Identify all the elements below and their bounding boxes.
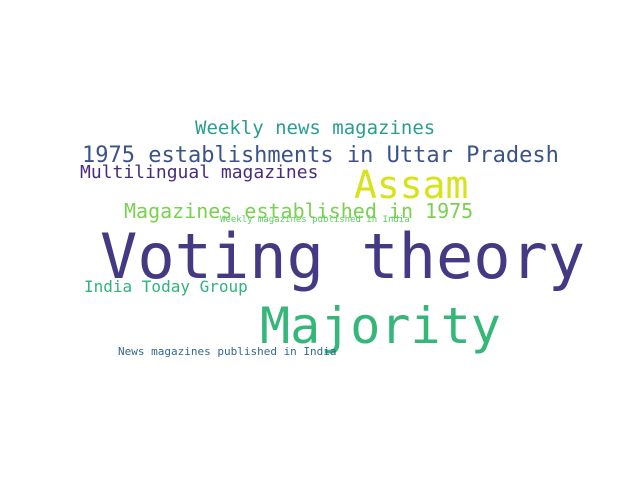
word-voting-theory: Voting theory [100, 220, 586, 293]
word-multilingual-magazines: Multilingual magazines [80, 162, 319, 183]
word-india-today-group: India Today Group [84, 277, 248, 296]
word-assam: Assam [354, 163, 469, 207]
word-magazines-established-1975: Magazines established in 1975 [124, 199, 474, 223]
word-news-magazines-published-india: News magazines published in India [118, 345, 337, 358]
word-majority: Majority [260, 297, 501, 355]
word-weekly-news-magazines: Weekly news magazines [195, 117, 436, 139]
word-weekly-magazines-published-india: Weekly magazines published in India [220, 215, 410, 225]
word-1975-establishments-uttar-pradesh: 1975 establishments in Uttar Pradesh [82, 143, 559, 168]
